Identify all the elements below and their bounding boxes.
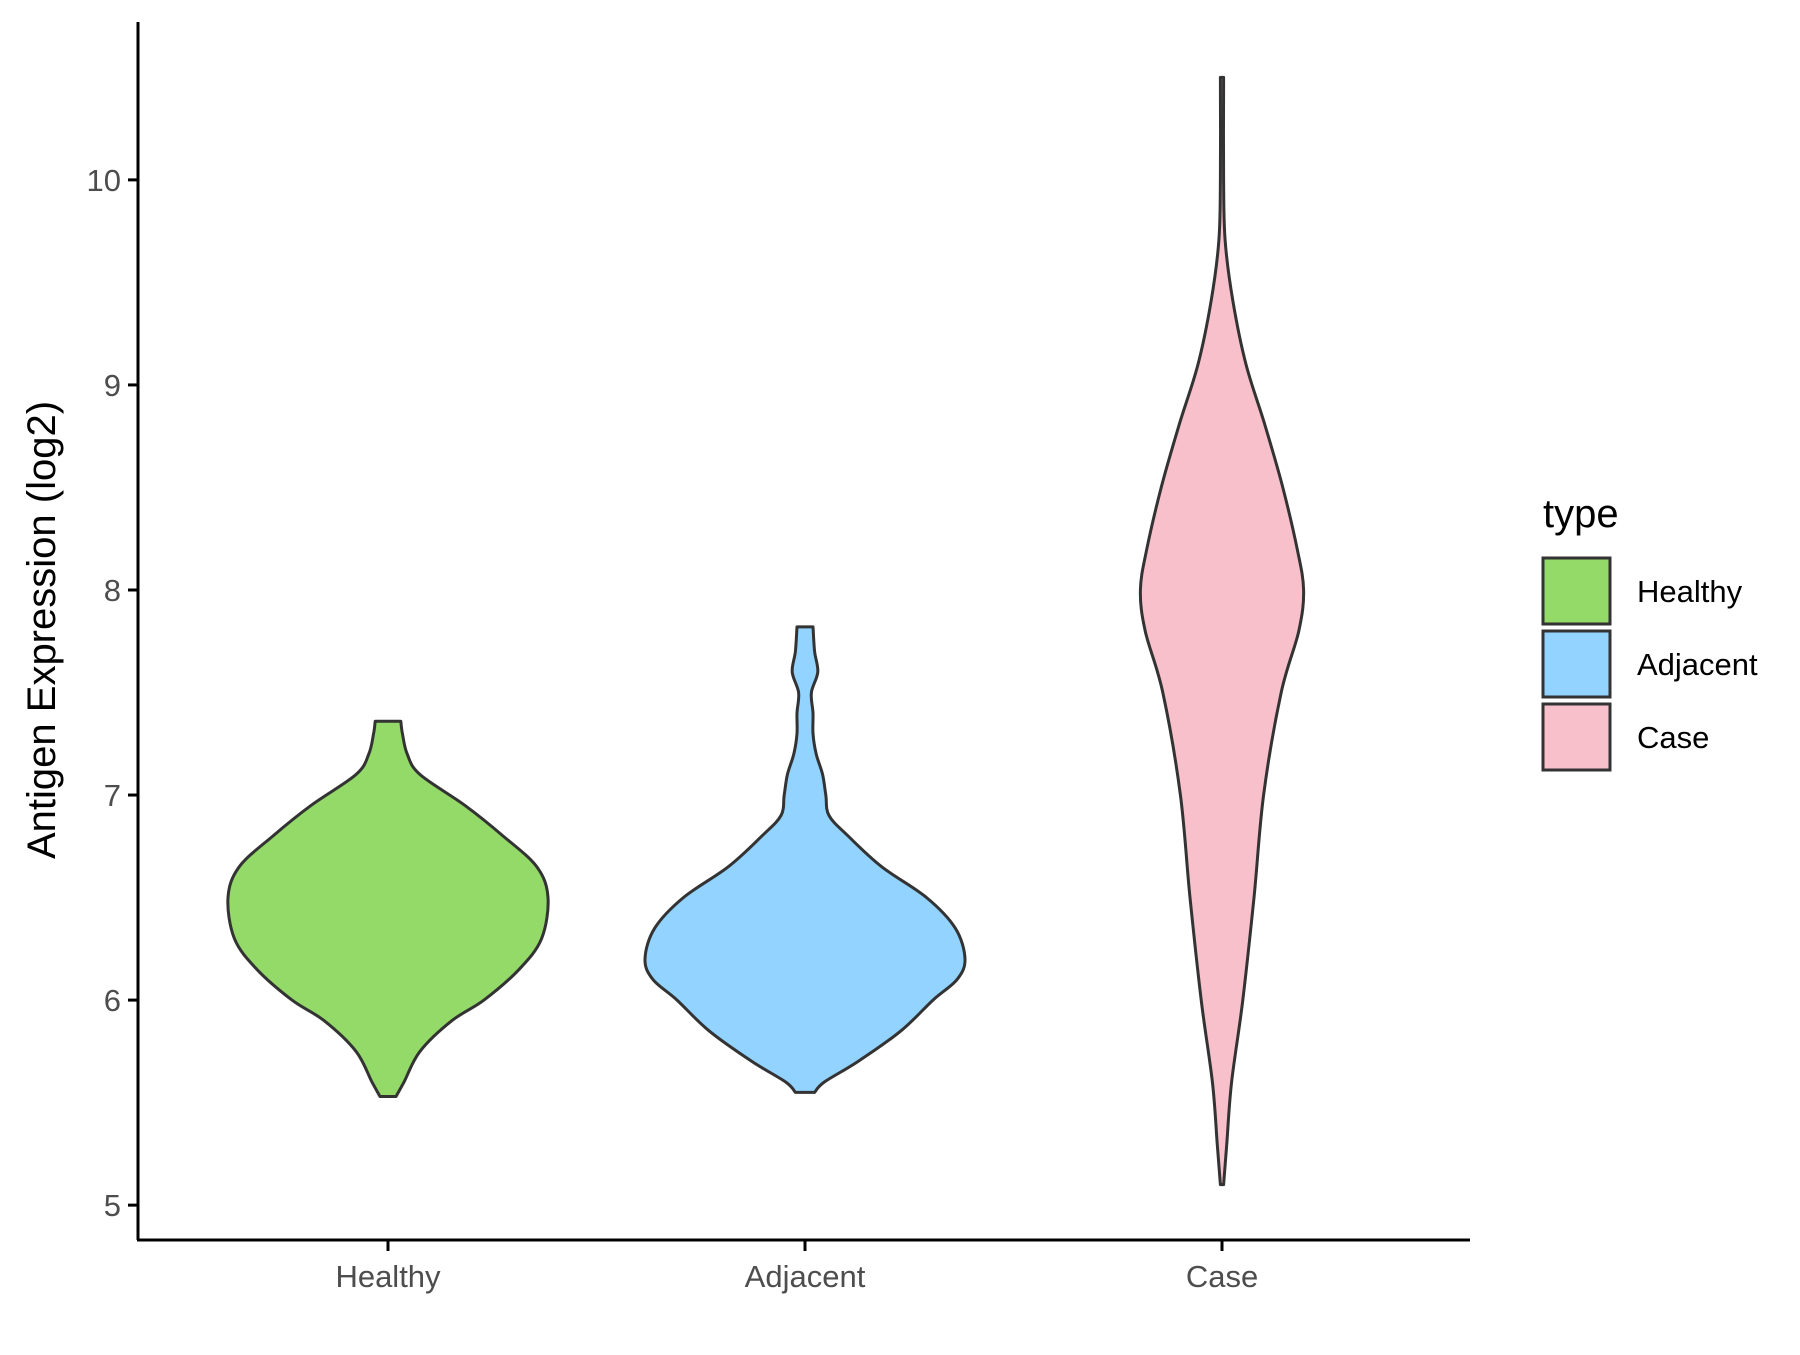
violin-healthy xyxy=(226,719,550,1098)
y-tick-label: 9 xyxy=(104,368,121,403)
legend-key-adjacent xyxy=(1541,629,1612,699)
y-tick-label: 6 xyxy=(104,983,121,1018)
y-tick-label: 5 xyxy=(104,1188,121,1223)
y-axis-title: Antigen Expression (log2) xyxy=(20,401,64,859)
violin-adjacent xyxy=(643,625,967,1094)
y-tick-label: 10 xyxy=(87,163,121,198)
legend-label-case: Case xyxy=(1637,720,1709,755)
y-tick-label: 7 xyxy=(104,778,121,813)
x-tick-label: Adjacent xyxy=(745,1259,866,1294)
violins-group xyxy=(226,75,1306,1187)
legend-label-healthy: Healthy xyxy=(1637,574,1743,609)
violin-case xyxy=(1138,75,1306,1187)
x-tick-label: Healthy xyxy=(335,1259,441,1294)
legend-key-case xyxy=(1541,702,1612,772)
legend-key-healthy xyxy=(1541,556,1612,626)
x-tick-label: Case xyxy=(1186,1259,1258,1294)
legend-label-adjacent: Adjacent xyxy=(1637,647,1758,682)
x-ticks-group: Healthy Adjacent Case xyxy=(335,1240,1258,1294)
legend-title: type xyxy=(1543,492,1619,536)
y-ticks-group: 5 6 7 8 9 10 xyxy=(87,163,138,1223)
legend: type Healthy Adjacent Case xyxy=(1541,492,1758,772)
y-tick-label: 8 xyxy=(104,573,121,608)
